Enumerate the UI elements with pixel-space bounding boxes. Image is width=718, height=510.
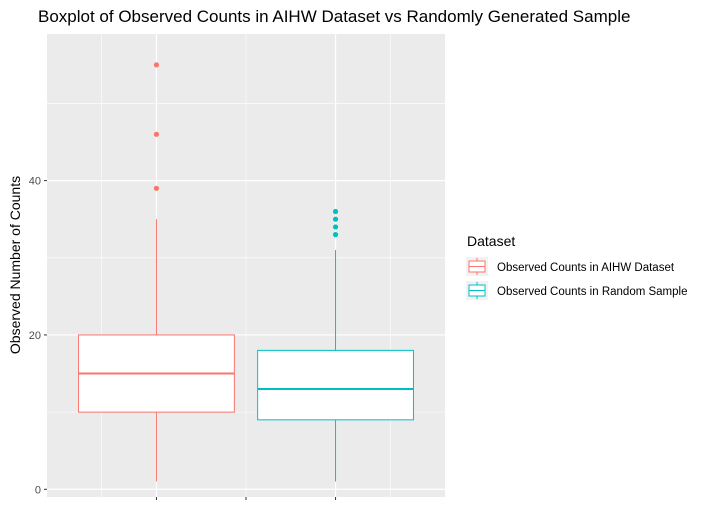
outlier-point bbox=[153, 131, 160, 137]
chart-title: Boxplot of Observed Counts in AIHW Datas… bbox=[38, 7, 630, 26]
box-iqr bbox=[257, 349, 414, 421]
box-random bbox=[257, 208, 414, 482]
outlier-point bbox=[153, 62, 160, 68]
outlier-point bbox=[332, 224, 339, 230]
legend-item: Observed Counts in AIHW Dataset bbox=[466, 257, 675, 276]
box-aihw bbox=[78, 62, 235, 482]
legend: Dataset Observed Counts in AIHW Dataset O… bbox=[466, 233, 688, 300]
boxes bbox=[78, 62, 414, 482]
legend-label: Observed Counts in AIHW Dataset bbox=[497, 262, 675, 274]
y-tick-label: 40 bbox=[29, 176, 41, 188]
x-axis bbox=[155, 497, 337, 500]
outlier-point bbox=[332, 208, 339, 215]
outlier-point bbox=[153, 185, 160, 191]
y-axis: 0 20 40 bbox=[29, 176, 47, 496]
outlier-point bbox=[332, 232, 339, 238]
legend-title: Dataset bbox=[467, 233, 515, 249]
y-tick-label: 20 bbox=[29, 330, 41, 342]
legend-label: Observed Counts in Random Sample bbox=[497, 286, 688, 298]
legend-item: Observed Counts in Random Sample bbox=[466, 281, 688, 300]
y-axis-title: Observed Number of Counts bbox=[7, 176, 23, 354]
y-tick-label: 0 bbox=[35, 484, 41, 496]
outlier-point bbox=[332, 216, 339, 222]
